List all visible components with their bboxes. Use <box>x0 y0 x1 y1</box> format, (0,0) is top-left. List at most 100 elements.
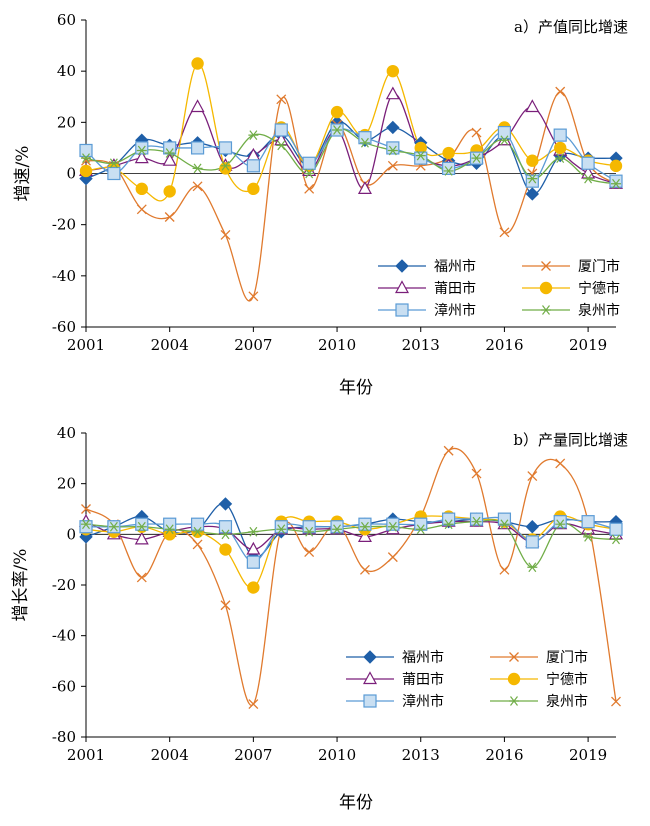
data-point <box>443 519 454 530</box>
data-point <box>583 531 594 542</box>
data-point <box>304 168 315 179</box>
data-point <box>218 141 233 155</box>
data-point <box>471 516 482 527</box>
data-point <box>246 159 260 173</box>
x-tick-label: 2019 <box>569 746 607 764</box>
legend-swatch-marker <box>541 305 551 315</box>
legend-item: 漳州市 <box>378 302 476 319</box>
data-point <box>471 153 482 164</box>
data-point <box>386 120 400 135</box>
data-point <box>553 515 567 529</box>
data-point <box>248 130 259 140</box>
legend-swatch-marker <box>362 671 378 685</box>
y-tick-label: -40 <box>52 267 76 285</box>
data-point <box>387 160 398 171</box>
data-point <box>609 174 623 188</box>
data-point <box>218 497 233 511</box>
data-point <box>220 160 231 171</box>
data-point <box>135 182 148 196</box>
data-point <box>276 94 287 105</box>
legend-swatch-marker <box>541 261 551 271</box>
data-point <box>499 135 510 146</box>
x-axis-title: 年份 <box>339 793 373 813</box>
data-point <box>554 141 567 155</box>
data-point <box>330 520 344 534</box>
legend-item: 福州市 <box>378 258 476 275</box>
x-tick-label: 2010 <box>318 746 356 764</box>
data-point <box>190 141 205 155</box>
panel-title: a）产值同比增速 <box>514 18 628 36</box>
data-point <box>304 183 315 194</box>
data-point <box>583 173 594 184</box>
data-point <box>246 541 261 555</box>
data-point <box>304 547 315 558</box>
legend-swatch-marker <box>509 652 519 662</box>
legend-swatch-marker <box>395 303 409 317</box>
data-point <box>555 86 566 97</box>
x-tick-label: 2007 <box>234 746 272 764</box>
legend-item: 厦门市 <box>522 258 620 275</box>
data-point <box>581 515 595 529</box>
y-tick-label: -60 <box>52 318 76 336</box>
data-point <box>332 524 343 535</box>
data-point <box>443 166 454 176</box>
data-point <box>220 600 231 611</box>
legend-label: 漳州市 <box>402 693 444 710</box>
data-point <box>219 543 232 556</box>
legend-item: 宁德市 <box>522 280 620 297</box>
data-point <box>525 187 540 201</box>
y-tick-label: -20 <box>52 576 76 594</box>
data-point <box>276 140 287 151</box>
legend-label: 宁德市 <box>578 280 620 297</box>
data-point <box>136 572 147 583</box>
series-markers-2 <box>78 86 624 194</box>
legend-label: 莆田市 <box>434 280 476 297</box>
legend-label: 泉州市 <box>578 302 620 319</box>
y-tick-label: -60 <box>52 677 76 695</box>
data-point <box>192 526 203 537</box>
data-point <box>497 125 512 140</box>
data-point <box>248 291 259 302</box>
data-point <box>136 521 147 532</box>
data-point <box>164 212 175 222</box>
data-point <box>386 517 400 531</box>
legend-label: 莆田市 <box>402 671 444 688</box>
legend-item: 泉州市 <box>522 302 620 319</box>
series-markers-5 <box>81 516 621 573</box>
data-point <box>415 524 426 535</box>
data-point <box>609 159 623 173</box>
data-point <box>414 151 428 165</box>
y-tick-label: 0 <box>66 525 76 543</box>
legend-label: 厦门市 <box>578 258 620 275</box>
data-point <box>443 445 454 456</box>
legend-swatch-marker <box>394 280 410 294</box>
data-point <box>555 153 566 164</box>
data-point <box>191 57 204 70</box>
y-tick-label: 20 <box>57 113 76 131</box>
data-point <box>247 182 260 196</box>
data-point <box>135 141 149 155</box>
legend-swatch-marker <box>509 696 519 706</box>
y-tick-label: 40 <box>57 424 76 442</box>
data-point <box>415 150 426 161</box>
data-point <box>192 181 203 192</box>
data-point <box>386 141 400 155</box>
data-point <box>359 137 370 148</box>
data-point <box>611 696 621 707</box>
y-tick-label: -80 <box>52 728 76 746</box>
data-point <box>81 519 91 530</box>
legend-swatch-marker <box>507 672 521 686</box>
legend-item: 漳州市 <box>346 693 444 710</box>
x-tick-label: 2016 <box>485 746 523 764</box>
data-point <box>192 163 203 174</box>
data-point <box>276 524 287 535</box>
data-point <box>135 517 149 531</box>
legend-item: 泉州市 <box>490 693 588 710</box>
y-tick-label: 20 <box>57 475 76 493</box>
data-point <box>525 520 540 534</box>
data-point <box>219 162 232 175</box>
